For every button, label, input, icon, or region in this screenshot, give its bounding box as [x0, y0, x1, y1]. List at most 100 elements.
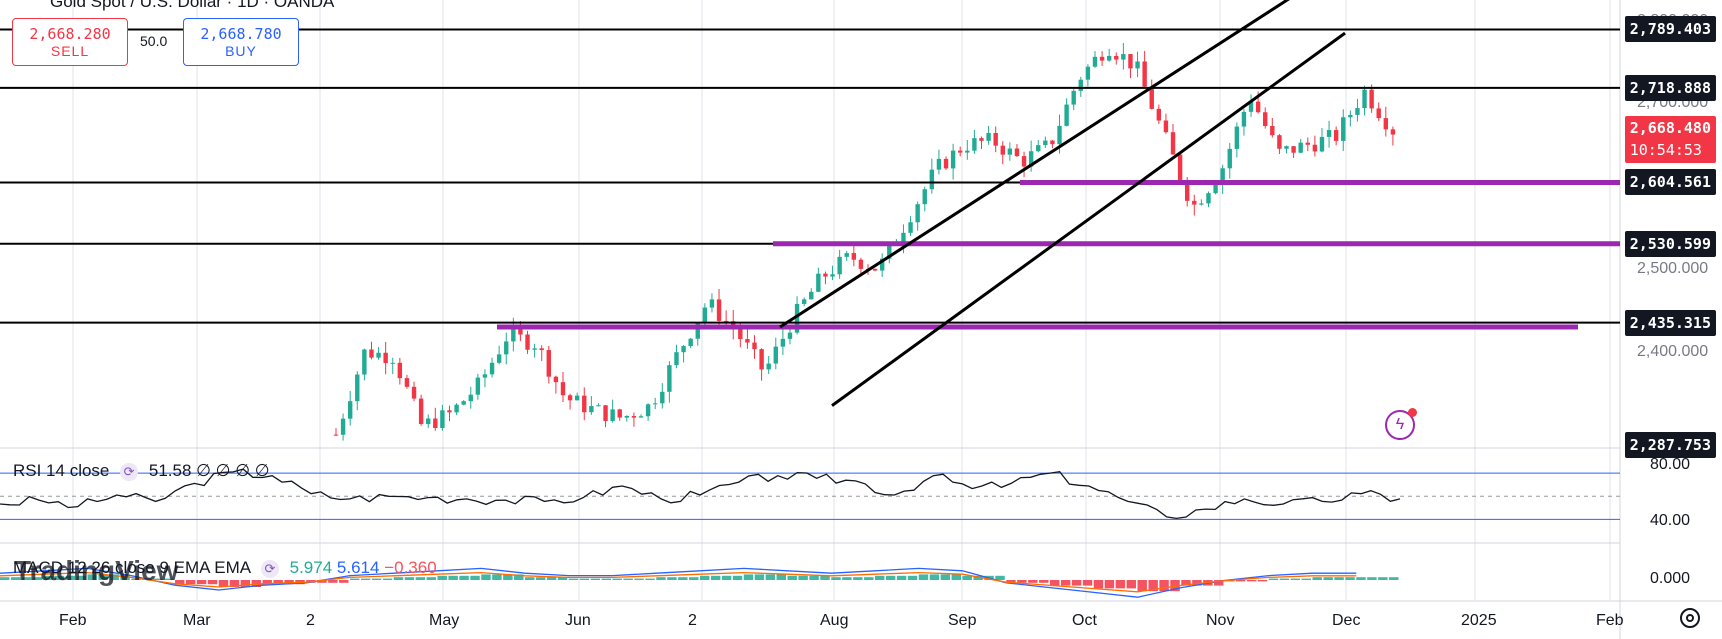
macd-histogram-bar: [262, 580, 272, 585]
candle-body: [787, 332, 793, 339]
macd-histogram-bar: [1159, 580, 1169, 592]
candle-body: [879, 258, 885, 271]
candle-body: [426, 418, 431, 425]
candle-body: [738, 329, 743, 340]
macd-histogram-bar: [514, 574, 524, 580]
candle-body: [1362, 89, 1367, 109]
macd-histogram-bar: [1279, 578, 1290, 580]
macd-histogram-bar: [820, 575, 830, 580]
price-axis-label: 2,400.000: [1637, 342, 1709, 360]
candle-body: [340, 418, 346, 435]
candle-body: [1220, 168, 1225, 185]
macd-histogram-bar: [1006, 580, 1016, 583]
settings-gear-icon[interactable]: [1680, 608, 1700, 628]
candle-body: [915, 204, 920, 223]
candle-body: [496, 354, 502, 363]
candle-body: [574, 395, 580, 401]
time-axis-label: Jun: [565, 612, 591, 629]
candle-body: [872, 268, 878, 271]
macd-histogram-bar: [645, 578, 655, 580]
macd-histogram-bar: [995, 575, 1005, 580]
candle-body: [794, 303, 800, 333]
macd-histogram-bar: [240, 580, 251, 587]
macd-histogram-bar: [568, 578, 579, 580]
macd-histogram-bar: [328, 580, 338, 583]
current-price: 2,668.480: [1629, 118, 1711, 137]
macd-histogram-bar: [765, 574, 776, 580]
macd-histogram-bar: [907, 575, 918, 580]
time-axis-label: 2: [688, 612, 697, 629]
macd-histogram-bar: [656, 577, 666, 580]
lightning-icon[interactable]: ϟ: [1385, 408, 1417, 440]
macd-histogram-bar: [1028, 580, 1038, 583]
buy-button[interactable]: 2,668.780 BUY: [183, 18, 299, 66]
time-axis-label: Dec: [1332, 612, 1361, 629]
candle-body: [759, 349, 764, 370]
macd-histogram-bar: [54, 575, 65, 580]
candle-body: [1057, 125, 1062, 145]
macd-histogram-bar: [842, 577, 852, 580]
macd-histogram-bar: [1312, 577, 1322, 580]
macd-histogram-value: 5.974: [289, 558, 333, 577]
macd-histogram-bar: [109, 574, 119, 580]
macd-legend[interactable]: MACD 12 26 close 9 EMA EMA ⟳ 5.974 5.614…: [13, 558, 437, 578]
candle-body: [610, 409, 615, 421]
candle-body: [631, 415, 637, 418]
candle-body: [1028, 151, 1034, 167]
time-axis-label: Feb: [1596, 612, 1624, 629]
candle-body: [433, 418, 438, 429]
macd-histogram-bar: [1378, 577, 1388, 580]
candle-body: [383, 352, 388, 364]
candle-body: [823, 273, 828, 277]
candle-body: [1099, 56, 1105, 61]
tradingview-watermark: TradingView: [14, 555, 179, 586]
macd-histogram-bar: [525, 577, 535, 580]
candle-body: [1064, 104, 1069, 126]
candle-body: [461, 401, 466, 405]
macd-histogram-bar: [426, 577, 436, 580]
candle-body: [745, 339, 750, 343]
macd-histogram-bar: [131, 578, 141, 580]
rsi-legend[interactable]: RSI 14 close ⟳ 51.58 ∅ ∅ ∅ ∅: [13, 461, 270, 481]
time-axis-label: May: [429, 612, 460, 629]
macd-histogram-bar: [32, 577, 43, 580]
candle-body: [1277, 135, 1282, 149]
candle-body: [1376, 108, 1381, 119]
candle-body: [1333, 130, 1339, 141]
sell-button[interactable]: 2,668.280 SELL: [12, 18, 128, 66]
macd-histogram-bar: [743, 574, 754, 580]
candle-body: [1142, 61, 1147, 87]
price-level-tag: 2,718.888: [1624, 74, 1716, 101]
macd-histogram-bar: [951, 574, 961, 580]
macd-histogram-bar: [481, 574, 491, 580]
bar-countdown: 10:54:53: [1629, 140, 1702, 159]
notification-dot: [1408, 408, 1417, 417]
macd-histogram-bar: [164, 578, 174, 580]
macd-histogram-bar: [1017, 580, 1027, 583]
candle-body: [624, 415, 630, 418]
candle-body: [780, 338, 786, 347]
indicator-sync-icon[interactable]: ⟳: [120, 462, 139, 481]
macd-histogram-bar: [470, 575, 480, 580]
indicator-sync-icon[interactable]: ⟳: [260, 559, 279, 578]
candle-body: [723, 320, 729, 322]
candle-body: [1114, 55, 1119, 60]
rsi-axis-label: 80.00: [1650, 456, 1691, 473]
price-axis-label: 2,500.000: [1637, 260, 1709, 278]
price-level-tag: 2,530.599: [1624, 230, 1716, 257]
candle-body: [1014, 148, 1020, 157]
candle-body: [1000, 145, 1005, 155]
macd-histogram-bar: [229, 580, 240, 587]
macd-histogram-bar: [503, 574, 513, 580]
candle-body: [681, 346, 686, 353]
candle-body: [1149, 86, 1154, 109]
macd-histogram-bar: [10, 577, 21, 580]
rsi-line: [0, 468, 1401, 520]
candle-body: [1192, 200, 1197, 205]
candle-body: [1078, 79, 1083, 91]
macd-histogram-bar: [885, 575, 896, 580]
candle-body: [489, 362, 495, 375]
candle-body: [1135, 61, 1140, 69]
candle-body: [582, 395, 587, 413]
